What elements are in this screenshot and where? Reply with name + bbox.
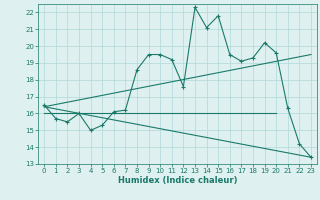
- X-axis label: Humidex (Indice chaleur): Humidex (Indice chaleur): [118, 176, 237, 185]
